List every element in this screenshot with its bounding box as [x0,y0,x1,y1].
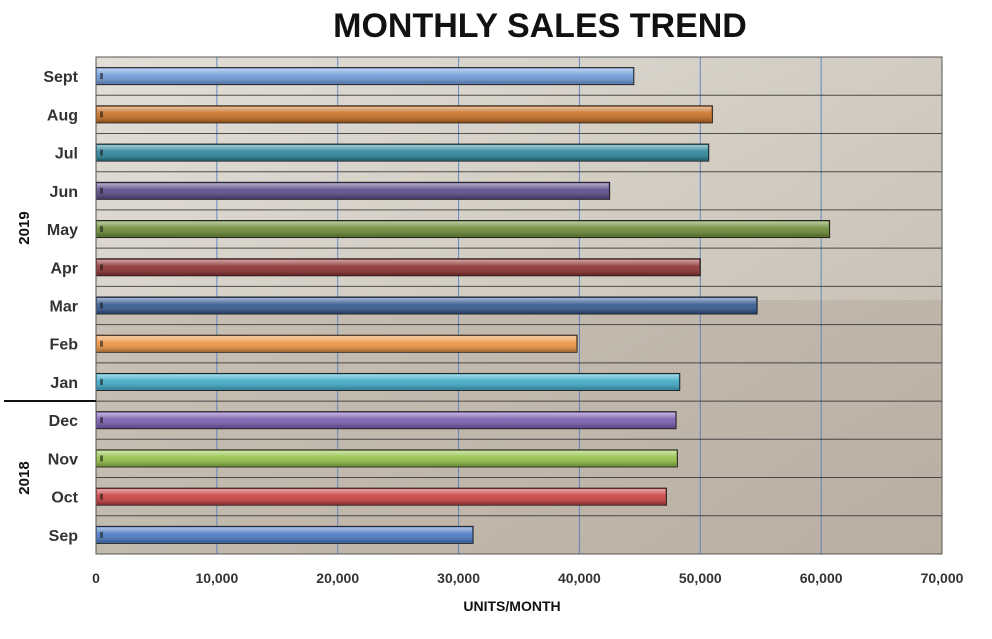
bar-bevel [97,489,666,505]
x-tick-label: 10,000 [195,570,238,586]
bar-bevel [97,527,473,543]
x-axis-label: UNITS/MONTH [463,598,560,614]
bar-bevel [97,450,677,466]
bar-cap [100,378,103,385]
group-label-2019: 2019 [16,211,33,244]
x-tick-label: 20,000 [316,570,359,586]
category-label: Mar [50,299,78,316]
bar-cap [100,111,103,118]
bar-cap [100,187,103,194]
category-label: Jul [55,146,78,163]
chart-title: MONTHLY SALES TREND [333,7,747,45]
gridlines [96,57,942,554]
x-tick-label: 70,000 [921,570,964,586]
bar-jul [95,143,710,162]
bar-bevel [97,259,700,275]
category-label: Feb [50,337,79,354]
bar-sept [95,67,635,86]
bar-sep [95,525,474,544]
bar-cap [100,417,103,424]
bar-mar [95,296,758,315]
x-tick-labels: 0 10,000 20,000 30,000 40,000 50,000 60,000 70,… [92,570,964,586]
bar-cap [100,455,103,462]
bar-cap [100,340,103,347]
bar-bevel [97,145,708,161]
bar-may [95,220,831,239]
bar-apr [95,258,701,277]
bar-cap [100,264,103,271]
x-tick-label: 40,000 [558,570,601,586]
bar-bevel [97,374,679,390]
category-label: Oct [51,490,78,507]
x-tick-label: 30,000 [437,570,480,586]
bar-aug [95,105,713,124]
bar-jan [95,372,681,391]
bar-bevel [97,221,829,237]
bar-bevel [97,336,577,352]
category-label: Jun [50,184,78,201]
category-label: Nov [48,451,78,468]
category-label: Sep [49,528,79,545]
bar-bevel [97,106,712,122]
category-labels: Sept Aug Jul Jun May Apr Mar Feb Jan Dec Nov Oct Sep [43,69,78,545]
category-label: Aug [47,107,78,124]
bar-bevel [97,183,609,199]
category-label: May [47,222,78,239]
bar-bevel [97,68,633,84]
x-tick-label: 0 [92,570,100,586]
plot-border [95,56,943,555]
category-label: Sept [43,69,78,86]
bar-feb [95,334,578,353]
bar-jun [95,181,611,200]
bar-oct [95,487,667,506]
category-label: Dec [49,413,78,430]
x-tick-label: 60,000 [800,570,843,586]
category-label: Apr [50,260,78,277]
category-label: Jan [50,375,78,392]
group-label-2018: 2018 [16,461,33,494]
bar-nov [95,449,678,468]
bar-cap [100,493,103,500]
x-tick-label: 50,000 [679,570,722,586]
bar-cap [100,149,103,156]
bar-bevel [97,412,676,428]
bars [95,67,831,544]
bar-cap [100,531,103,538]
bar-dec [95,411,677,430]
bar-bevel [97,298,757,313]
bar-cap [100,226,103,233]
bar-cap [100,302,103,309]
bar-cap [100,73,103,80]
